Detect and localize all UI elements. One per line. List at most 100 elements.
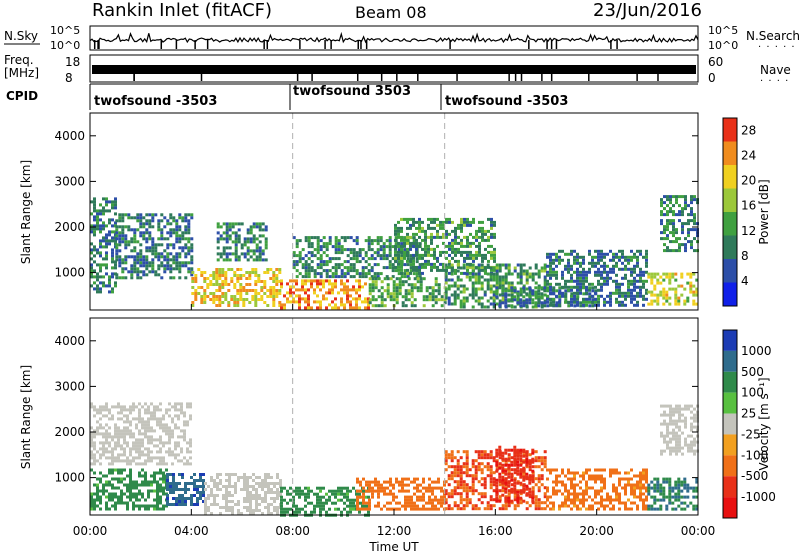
velocity-cell	[105, 402, 108, 406]
power-cell	[549, 285, 552, 289]
power-cell	[406, 217, 409, 221]
power-cell	[675, 249, 678, 253]
power-cell	[394, 223, 397, 227]
power-cell	[108, 233, 111, 237]
velocity-cell	[319, 489, 322, 493]
power-cell	[678, 219, 681, 223]
velocity-cell	[166, 485, 169, 488]
power-cell	[115, 276, 119, 280]
velocity-cell	[501, 489, 505, 493]
power-cell	[264, 258, 268, 262]
power-cell	[525, 272, 529, 276]
velocity-cell	[546, 468, 549, 472]
velocity-cell	[531, 493, 535, 497]
velocity-cell	[189, 417, 192, 421]
power-cell	[115, 225, 119, 229]
velocity-cell	[102, 486, 105, 490]
velocity-cell	[522, 448, 526, 452]
velocity-cell	[96, 495, 99, 499]
velocity-cell	[377, 501, 380, 505]
power-cell	[487, 238, 490, 242]
power-cell	[456, 296, 460, 300]
cpid-segment-3: twofsound -3503	[445, 94, 568, 109]
power-cell	[421, 220, 424, 224]
velocity-cell	[93, 441, 96, 445]
power-cell	[650, 302, 654, 306]
power-cell	[546, 297, 549, 301]
power-cell	[615, 300, 618, 304]
power-cell	[258, 234, 262, 238]
power-cell	[148, 270, 152, 274]
velocity-cell	[102, 414, 105, 418]
velocity-cell	[662, 495, 666, 499]
velocity-cell	[111, 417, 114, 421]
power-cell	[388, 263, 392, 267]
velocity-cell	[513, 478, 517, 482]
power-cell	[136, 219, 140, 223]
power-cell	[606, 273, 609, 277]
power-cell	[680, 284, 684, 288]
power-cell	[240, 243, 244, 247]
velocity-cell	[630, 483, 633, 487]
velocity-cell	[120, 459, 123, 463]
power-cell	[459, 290, 463, 294]
power-cell	[621, 261, 624, 265]
power-cell	[105, 197, 108, 201]
power-cell	[216, 240, 220, 244]
power-cell	[600, 273, 603, 277]
velocity-cell	[159, 462, 162, 466]
power-cell	[564, 282, 567, 286]
velocity-cell	[231, 512, 234, 515]
power-cell	[504, 272, 508, 276]
power-cell	[221, 292, 225, 295]
power-cell	[307, 288, 310, 292]
power-cell	[534, 272, 538, 276]
velocity-cell	[624, 507, 627, 511]
velocity-cell	[132, 483, 135, 487]
power-cell	[121, 228, 125, 232]
power-cell	[352, 269, 356, 273]
velocity-cell	[183, 438, 186, 442]
power-cell	[394, 236, 398, 240]
velocity-cell	[156, 471, 159, 475]
velocity-cell	[286, 501, 289, 505]
velocity-cell	[552, 501, 555, 505]
power-cell	[102, 257, 105, 261]
velocity-cell	[343, 507, 346, 511]
velocity-cell	[389, 507, 392, 511]
power-cell	[466, 262, 469, 266]
power-cell	[93, 203, 96, 207]
velocity-cell	[144, 459, 147, 463]
power-cell	[621, 267, 624, 271]
power-cell	[151, 264, 155, 268]
power-cell	[460, 241, 463, 245]
power-cell	[549, 282, 552, 286]
power-cell	[169, 270, 173, 274]
velocity-cell	[99, 423, 102, 427]
velocity-cell	[319, 495, 322, 499]
power-cell	[678, 237, 681, 241]
velocity-cell	[407, 477, 410, 481]
power-cell	[627, 282, 630, 286]
power-cell	[624, 258, 627, 262]
velocity-cell	[105, 414, 108, 418]
power-cell	[108, 209, 111, 213]
power-cell	[322, 279, 325, 283]
power-cell	[307, 303, 310, 307]
power-cell	[510, 284, 514, 288]
power-cell	[237, 258, 241, 262]
power-cell	[430, 241, 433, 245]
power-cell	[407, 289, 411, 293]
power-cell	[537, 269, 541, 273]
power-cell	[313, 236, 317, 240]
power-cell	[436, 256, 439, 260]
velocity-cell	[126, 483, 129, 487]
power-cell	[424, 232, 427, 236]
velocity-cell	[522, 499, 526, 503]
velocity-cell	[283, 486, 286, 490]
power-cell	[453, 269, 457, 273]
velocity-cell	[186, 447, 189, 451]
velocity-cell	[361, 504, 364, 508]
velocity-cell	[162, 474, 165, 478]
power-cell	[349, 269, 353, 273]
